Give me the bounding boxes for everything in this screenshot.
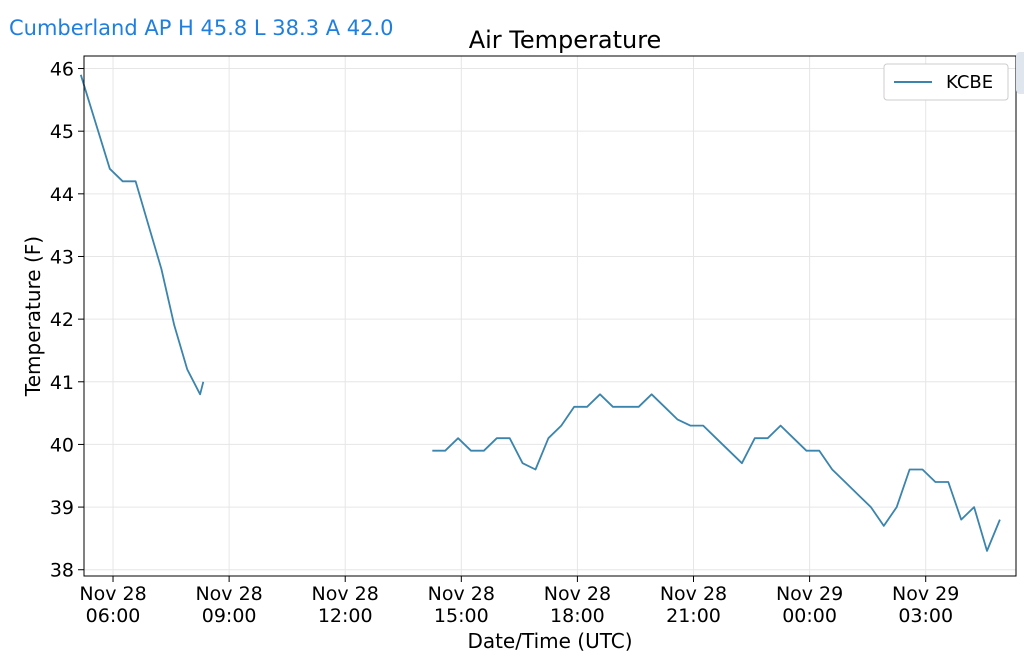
x-tick-label-date: Nov 28 — [544, 583, 611, 605]
y-tick-label: 38 — [50, 560, 74, 582]
legend: KCBE — [883, 63, 1009, 101]
y-tick-label: 42 — [50, 309, 74, 331]
x-tick-label-date: Nov 28 — [660, 583, 727, 605]
x-tick-label-date: Nov 28 — [195, 583, 262, 605]
y-tick-label: 43 — [50, 246, 74, 268]
legend-entry-kcbe: KCBE — [946, 72, 993, 93]
x-tick-label-time: 03:00 — [898, 605, 953, 627]
legend-box — [883, 63, 1009, 101]
series-line-kcbe — [79, 74, 205, 396]
y-tick-label: 46 — [50, 59, 74, 81]
grid — [84, 56, 1016, 576]
x-tick-label-time: 12:00 — [318, 605, 373, 627]
x-tick-label-time: 00:00 — [782, 605, 837, 627]
y-tick-label: 41 — [50, 372, 74, 394]
series-line-kcbe — [432, 393, 1001, 552]
y-tick-label: 44 — [50, 184, 74, 206]
x-axis-label: Date/Time (UTC) — [467, 629, 632, 653]
y-axis-label: Temperature (F) — [21, 236, 45, 397]
series-lines — [79, 74, 1001, 552]
x-tick-label-date: Nov 28 — [312, 583, 379, 605]
x-tick-label-date: Nov 29 — [892, 583, 959, 605]
x-tick-label-time: 18:00 — [550, 605, 605, 627]
x-tick-label-time: 21:00 — [666, 605, 721, 627]
plot-frame — [83, 55, 1017, 577]
x-tick-label-time: 09:00 — [202, 605, 257, 627]
x-tick-label-date: Nov 28 — [428, 583, 495, 605]
x-tick-label-date: Nov 29 — [776, 583, 843, 605]
x-tick-label-date: Nov 28 — [79, 583, 146, 605]
chart-title: Air Temperature — [469, 26, 662, 54]
y-tick-label: 40 — [50, 434, 74, 456]
x-tick-label-time: 15:00 — [434, 605, 489, 627]
scroll-handle[interactable] — [1016, 52, 1024, 94]
y-tick-label: 45 — [50, 121, 74, 143]
station-summary-link[interactable]: Cumberland AP H 45.8 L 38.3 A 42.0 — [9, 16, 394, 40]
x-tick-label-time: 06:00 — [86, 605, 141, 627]
y-tick-label: 39 — [50, 497, 74, 519]
